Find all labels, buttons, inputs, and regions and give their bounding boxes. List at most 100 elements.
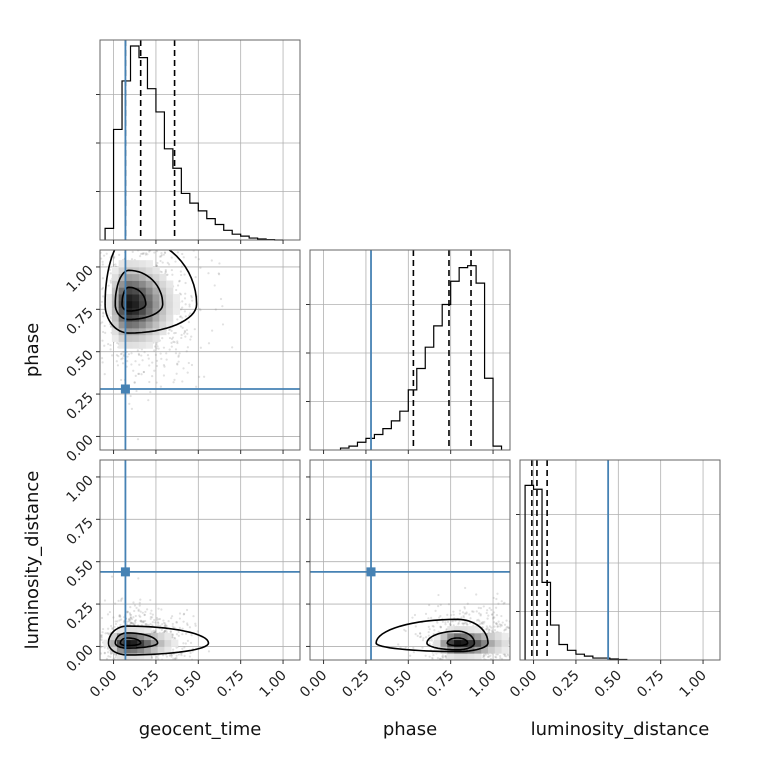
sample-point — [497, 620, 500, 623]
sample-point — [182, 613, 185, 616]
sample-point — [183, 310, 187, 313]
sample-point — [447, 603, 451, 606]
sample-point — [180, 674, 182, 676]
hist-panel-geocent_time — [96, 39, 301, 241]
sample-point — [183, 273, 186, 276]
density-cell — [144, 632, 152, 641]
density-cell — [474, 626, 482, 634]
sample-point — [188, 303, 191, 306]
sample-point — [494, 662, 496, 664]
sample-point — [183, 612, 186, 615]
sample-point — [171, 633, 174, 636]
sample-point — [101, 330, 105, 334]
sample-point — [163, 251, 167, 254]
sample-point — [481, 621, 484, 624]
sample-point — [175, 621, 178, 624]
sample-point — [102, 254, 106, 257]
sample-point — [155, 250, 159, 253]
density-cell — [144, 653, 152, 660]
sample-point — [441, 654, 444, 657]
sample-point — [137, 673, 139, 675]
sample-point — [130, 673, 132, 675]
sample-point — [164, 664, 166, 666]
sample-point — [121, 244, 123, 246]
sample-point — [141, 672, 143, 674]
sample-point — [506, 625, 509, 628]
sample-point — [106, 646, 110, 649]
sample-point — [151, 234, 153, 236]
sample-point — [490, 608, 493, 612]
sample-point — [221, 305, 224, 308]
sample-point — [174, 331, 177, 335]
sample-point — [112, 256, 116, 260]
x-tick-label: 0.00 — [297, 668, 330, 701]
density-cell — [138, 287, 147, 295]
sample-point — [170, 617, 173, 620]
sample-point — [521, 626, 523, 628]
sample-point — [466, 623, 469, 626]
sample-point — [463, 607, 466, 610]
density-cell — [132, 273, 140, 281]
sample-point — [458, 667, 460, 669]
sample-point — [428, 655, 431, 658]
sample-point — [163, 365, 166, 368]
sample-point — [122, 350, 125, 354]
sample-point — [487, 628, 491, 631]
sample-point — [217, 272, 220, 275]
sample-point — [149, 617, 152, 621]
density-cell — [138, 266, 147, 275]
sample-point — [180, 654, 183, 657]
sample-point — [101, 286, 105, 289]
sample-point — [147, 247, 149, 249]
sample-point — [127, 668, 129, 670]
sample-point — [127, 661, 129, 663]
sample-point — [167, 234, 169, 236]
sample-point — [103, 373, 106, 376]
sample-point — [101, 295, 105, 298]
sample-point — [482, 605, 485, 608]
sample-point — [538, 634, 540, 636]
density-cell — [125, 287, 133, 295]
sample-point — [175, 620, 178, 624]
sample-point — [151, 613, 154, 616]
sample-point — [518, 670, 520, 672]
sample-point — [458, 665, 460, 667]
sample-point — [133, 609, 136, 613]
sample-point — [178, 626, 181, 629]
sample-point — [482, 622, 485, 625]
sample-point — [127, 353, 131, 356]
sample-point — [444, 655, 447, 658]
sample-point — [128, 223, 130, 225]
sample-point — [154, 353, 158, 356]
sample-point — [120, 675, 122, 677]
sample-point — [109, 272, 112, 275]
sample-point — [462, 622, 465, 625]
sample-point — [135, 661, 137, 663]
sample-point — [562, 654, 564, 656]
sample-point — [478, 669, 480, 671]
sample-point — [154, 621, 157, 624]
sample-point — [139, 619, 142, 623]
sample-point — [462, 614, 465, 618]
sample-point — [155, 264, 158, 267]
sample-point — [197, 258, 200, 261]
sample-point — [481, 668, 483, 670]
sample-point — [118, 233, 120, 235]
density-cell — [145, 266, 153, 275]
sample-point — [485, 628, 488, 631]
sample-point — [101, 339, 104, 342]
sample-point — [140, 373, 143, 376]
sample-point — [161, 623, 164, 626]
sample-point — [161, 261, 164, 264]
sample-point — [93, 330, 95, 332]
density-cell — [481, 646, 489, 654]
sample-point — [419, 632, 422, 635]
sample-point — [157, 618, 160, 621]
sample-point — [173, 626, 176, 629]
sample-point — [128, 618, 131, 621]
sample-point — [499, 623, 503, 626]
density-cell — [433, 646, 441, 654]
sample-point — [473, 675, 475, 677]
sample-point — [113, 625, 116, 629]
sample-point — [465, 621, 468, 624]
